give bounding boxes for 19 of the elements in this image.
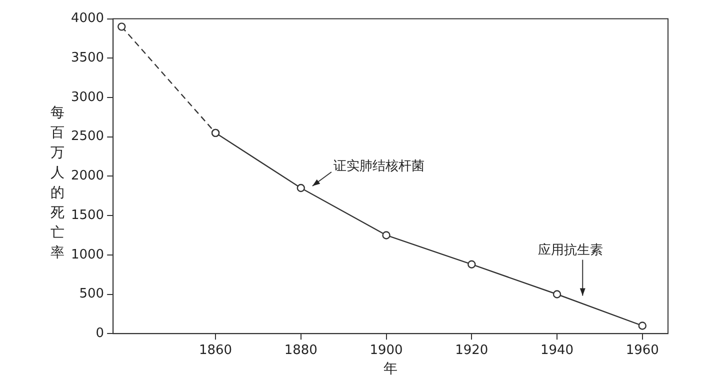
y-tick-label: 1500 bbox=[70, 208, 104, 223]
x-tick-label: 1860 bbox=[198, 342, 232, 358]
y-tick-label: 0 bbox=[96, 326, 104, 341]
x-tick-label: 1940 bbox=[540, 342, 574, 358]
y-tick-label: 500 bbox=[79, 286, 104, 302]
x-tick-label: 1960 bbox=[626, 342, 659, 358]
y-tick-label: 4000 bbox=[70, 11, 104, 26]
x-axis-title: 年 bbox=[384, 361, 398, 378]
x-tick-label: 1880 bbox=[284, 342, 318, 358]
y-tick-label: 1000 bbox=[70, 247, 104, 262]
y-tick-label: 2000 bbox=[70, 168, 104, 184]
annotation: 应用抗生素 bbox=[538, 242, 604, 258]
x-tick-label: 1920 bbox=[455, 342, 488, 358]
y-axis-title: 每百万人的死亡率 bbox=[50, 104, 66, 263]
x-tick-label: 1900 bbox=[370, 342, 403, 358]
y-tick-label: 3500 bbox=[70, 50, 104, 66]
y-tick-label: 3000 bbox=[70, 90, 104, 105]
annotation: 证实肺结核杆菌 bbox=[333, 159, 424, 174]
y-tick-label: 2500 bbox=[70, 129, 104, 144]
